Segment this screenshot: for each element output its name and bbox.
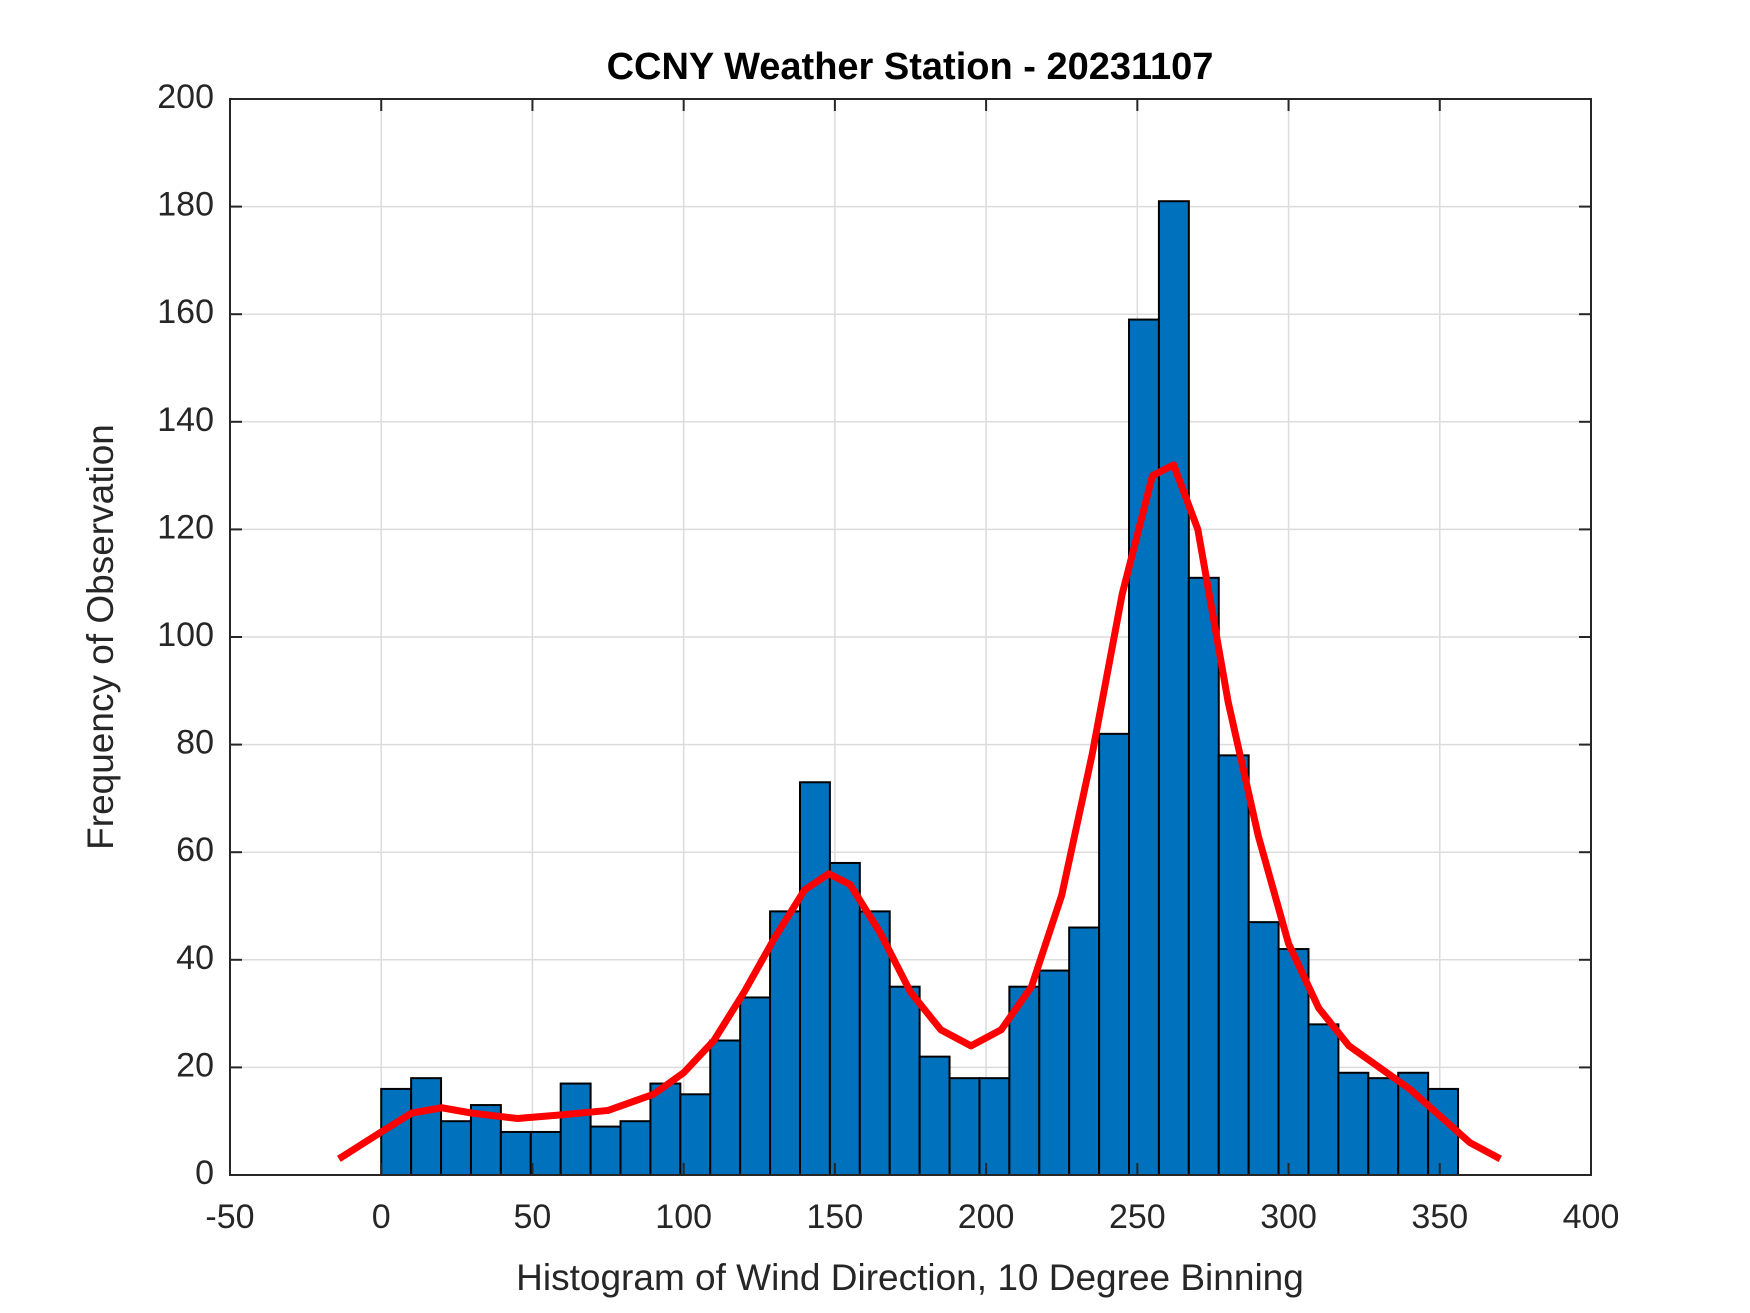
bar <box>918 1055 951 1177</box>
x-tick-label: -50 <box>205 1198 254 1236</box>
x-tick-label: 400 <box>1563 1198 1620 1236</box>
x-tick-label: 350 <box>1411 1198 1468 1236</box>
x-tick-label: 200 <box>958 1198 1015 1236</box>
x-axis-label: Histogram of Wind Direction, 10 Degree B… <box>516 1257 1304 1298</box>
bar <box>948 1077 981 1177</box>
bar <box>679 1093 712 1177</box>
bar <box>769 910 801 1176</box>
bar <box>559 1082 592 1177</box>
bar <box>440 1120 472 1176</box>
y-tick-label: 100 <box>157 616 214 654</box>
y-tick-label: 40 <box>176 939 214 977</box>
bar <box>1068 926 1101 1177</box>
bar <box>1187 576 1220 1176</box>
fit-line <box>337 461 1502 1162</box>
y-tick-label: 80 <box>176 724 214 762</box>
x-tick-label: 0 <box>372 1198 391 1236</box>
y-tick-label: 60 <box>176 831 214 869</box>
chart-title: CCNY Weather Station - 20231107 <box>607 46 1214 88</box>
bar <box>589 1125 622 1176</box>
bar <box>1367 1077 1400 1177</box>
x-tick-label: 300 <box>1260 1198 1317 1236</box>
marks <box>337 200 1502 1177</box>
y-tick-label: 20 <box>176 1046 214 1084</box>
bar <box>798 781 831 1176</box>
bar <box>410 1077 443 1177</box>
bar <box>1277 948 1310 1176</box>
bar <box>1247 921 1280 1177</box>
y-axis-label: Frequency of Observation <box>80 424 121 850</box>
bar <box>1008 985 1041 1177</box>
x-tick-label: 100 <box>655 1198 712 1236</box>
bar <box>739 996 772 1177</box>
bar <box>619 1120 652 1176</box>
bar <box>888 985 921 1177</box>
bar <box>1038 969 1071 1176</box>
x-tick-label: 250 <box>1109 1198 1166 1236</box>
x-tick-label: 150 <box>807 1198 864 1236</box>
x-tick-label: 50 <box>514 1198 552 1236</box>
bar <box>1128 318 1160 1176</box>
bar <box>499 1130 532 1176</box>
bar <box>1217 754 1250 1176</box>
y-tick-label: 120 <box>157 508 214 546</box>
axes: -50 0 50 100 150 200 250 300 350 400 0 20 40 60 80 100 1… <box>157 78 1619 1236</box>
y-tick-label: 200 <box>157 78 214 116</box>
y-tick-label: 140 <box>157 401 214 439</box>
bar <box>1098 732 1131 1177</box>
bar <box>858 910 891 1176</box>
y-tick-label: 0 <box>195 1154 214 1192</box>
bar <box>978 1077 1011 1177</box>
bar <box>1157 200 1190 1177</box>
bar <box>1337 1071 1370 1177</box>
bar <box>828 861 861 1177</box>
y-tick-label: 180 <box>157 186 214 224</box>
plot-frame <box>229 98 1592 1176</box>
bar <box>1307 1023 1340 1176</box>
y-tick-label: 160 <box>157 293 214 331</box>
bar <box>709 1039 742 1176</box>
bar <box>529 1130 562 1176</box>
